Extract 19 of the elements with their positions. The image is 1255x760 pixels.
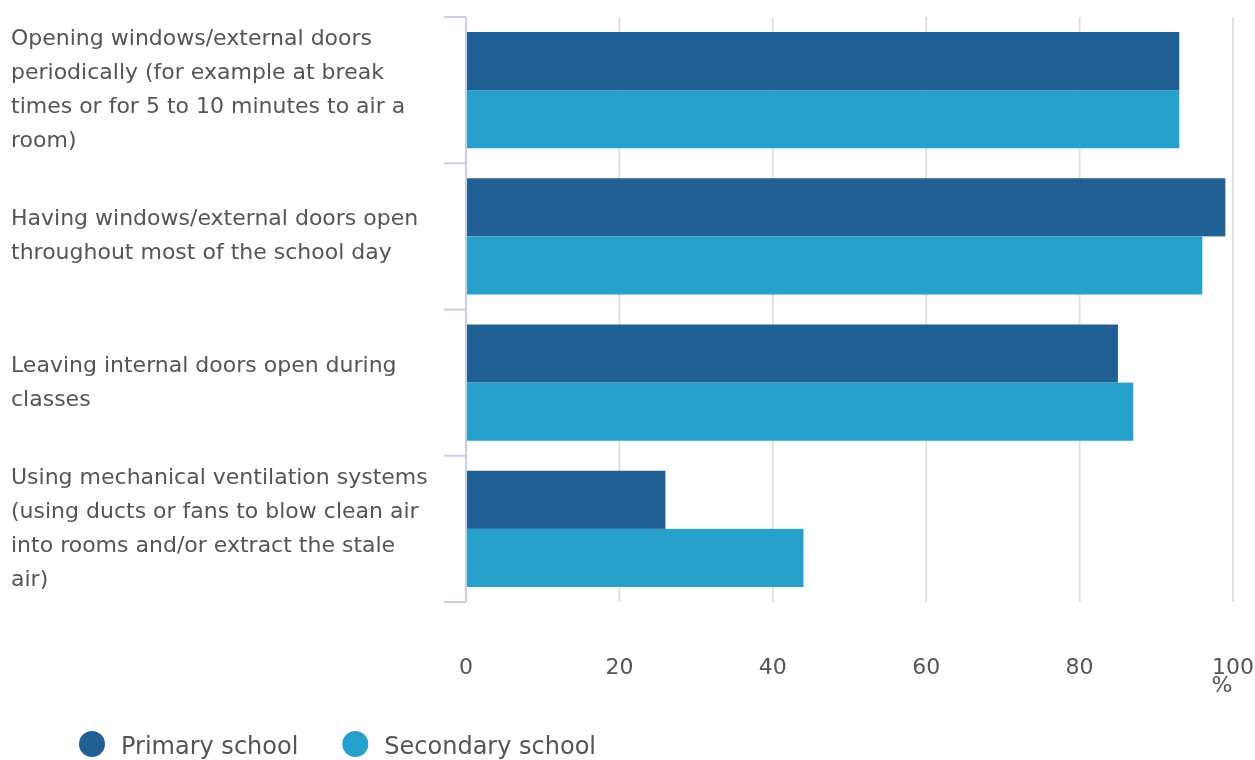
y-tick-label: Having windows/external doors open throughout most of the school day [11,205,419,265]
y-tick-label: Leaving internal doors open during classes [11,351,397,411]
bar [466,528,804,587]
bar [466,382,1134,441]
x-tick-label: 0 [459,654,473,679]
bar [466,470,666,529]
legend-label: Secondary school [384,732,596,760]
bar [466,236,1203,295]
y-tick-label: Using mechanical ventilation systems (using ducts or fans to blow clean air into rooms and/or extract the stale air) [11,463,428,591]
y-tick-label: Opening windows/external doors periodically (for example at break times or for 5 to 10 minutes to air a room) [11,25,406,153]
bar [466,32,1180,91]
bar [466,324,1118,383]
legend-label: Primary school [121,732,299,760]
bar [466,178,1226,237]
x-tick-label: 40 [758,654,787,679]
x-tick-label: 20 [605,654,634,679]
x-tick-label: 60 [912,654,941,679]
x-tick-label: 80 [1065,654,1094,679]
bar [466,90,1180,149]
